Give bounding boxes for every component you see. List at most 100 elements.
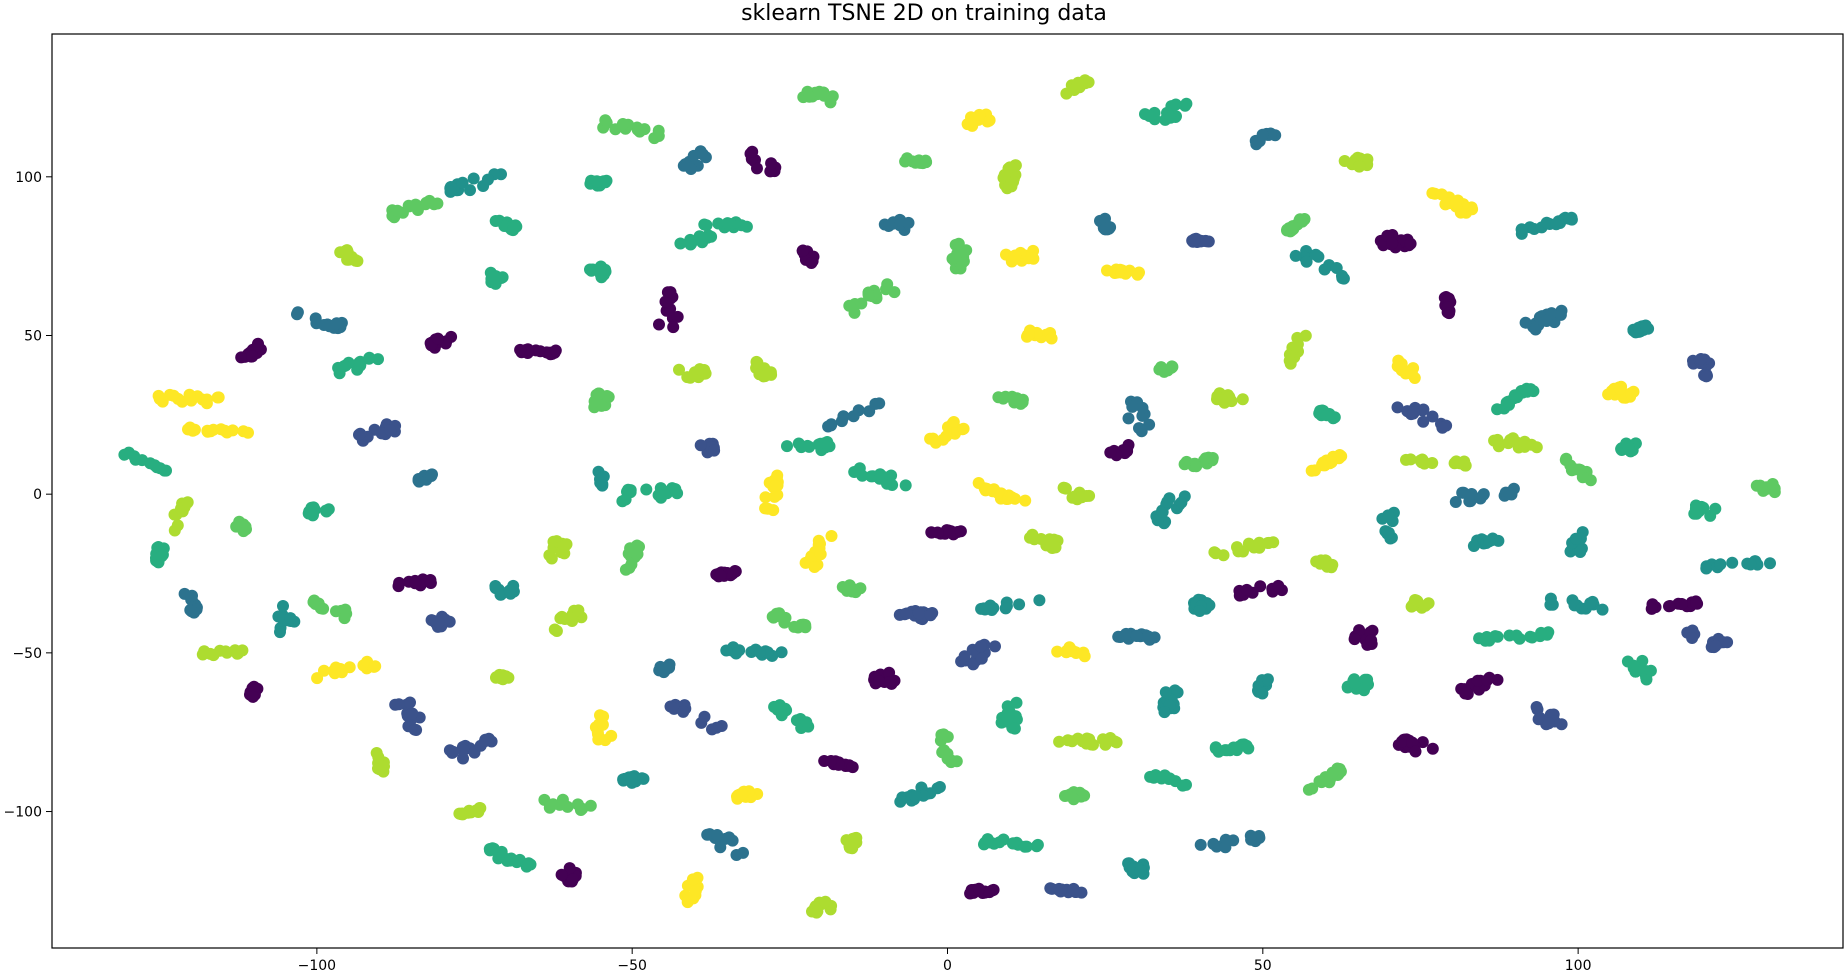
scatter-point bbox=[901, 152, 914, 165]
scatter-point bbox=[1515, 223, 1528, 236]
scatter-point bbox=[566, 873, 579, 886]
scatter-point bbox=[800, 716, 813, 729]
scatter-point bbox=[318, 664, 330, 677]
scatter-point bbox=[423, 194, 436, 207]
scatter-point bbox=[1406, 736, 1419, 749]
scatter-point bbox=[507, 224, 519, 237]
scatter-point bbox=[1764, 557, 1776, 570]
scatter-point bbox=[1636, 654, 1649, 667]
scatter-point bbox=[306, 509, 319, 521]
scatter-point bbox=[989, 640, 1001, 653]
scatter-point bbox=[679, 158, 692, 171]
scatter-point bbox=[1054, 885, 1067, 898]
scatter-point bbox=[846, 761, 859, 774]
scatter-point bbox=[545, 552, 558, 565]
scatter-point bbox=[1161, 495, 1174, 508]
scatter-point bbox=[1449, 496, 1462, 508]
scatter-point bbox=[1726, 556, 1739, 569]
scatter-point bbox=[1456, 486, 1469, 499]
scatter-point bbox=[559, 539, 572, 552]
scatter-point bbox=[1159, 686, 1172, 699]
scatter-point bbox=[1099, 222, 1112, 235]
scatter-point bbox=[909, 790, 922, 803]
scatter-point bbox=[951, 247, 964, 260]
scatter-point bbox=[633, 125, 646, 138]
scatter-point bbox=[393, 576, 406, 589]
scatter-point bbox=[986, 485, 999, 498]
scatter-point bbox=[1483, 535, 1496, 548]
scatter-point bbox=[1404, 237, 1417, 250]
scatter-point bbox=[772, 701, 785, 714]
scatter-point bbox=[1449, 198, 1462, 211]
scatter-point bbox=[1663, 600, 1675, 613]
scatter-point bbox=[625, 773, 638, 786]
scatter-point bbox=[624, 484, 637, 497]
scatter-point bbox=[625, 558, 638, 571]
scatter-point bbox=[493, 668, 506, 681]
scatter-point bbox=[1629, 665, 1642, 678]
scatter-point bbox=[1008, 722, 1021, 735]
scatter-point bbox=[840, 834, 853, 847]
scatter-point bbox=[706, 723, 718, 736]
scatter-point bbox=[1035, 533, 1048, 545]
scatter-point bbox=[307, 595, 320, 608]
scatter-point bbox=[881, 477, 893, 490]
scatter-point bbox=[1133, 422, 1145, 435]
scatter-point bbox=[1309, 248, 1322, 261]
scatter-point bbox=[425, 470, 438, 482]
scatter-point bbox=[168, 524, 181, 537]
scatter-point bbox=[1272, 579, 1285, 592]
scatter-point bbox=[781, 440, 793, 453]
scatter-point bbox=[201, 393, 213, 406]
scatter-point bbox=[207, 649, 220, 662]
scatter-point bbox=[689, 884, 702, 897]
scatter-point bbox=[788, 620, 801, 633]
scatter-point bbox=[821, 440, 834, 452]
scatter-point bbox=[819, 895, 832, 908]
scatter-point bbox=[481, 173, 494, 186]
scatter-point bbox=[1169, 98, 1182, 111]
x-tick-label: 100 bbox=[1565, 958, 1592, 974]
scatter-point bbox=[1700, 370, 1713, 383]
scatter-point bbox=[1530, 701, 1543, 713]
scatter-point bbox=[378, 760, 390, 773]
scatter-point bbox=[671, 310, 684, 323]
scatter-point bbox=[1526, 631, 1539, 644]
scatter-point bbox=[1236, 393, 1249, 406]
scatter-point bbox=[1348, 633, 1361, 646]
scatter-point bbox=[808, 561, 821, 573]
scatter-point bbox=[900, 607, 913, 620]
scatter-point bbox=[679, 889, 692, 902]
scatter-point bbox=[1180, 97, 1193, 110]
scatter-point bbox=[954, 525, 967, 538]
scatter-point bbox=[1130, 630, 1143, 642]
scatter-point bbox=[1511, 391, 1523, 404]
scatter-point bbox=[817, 86, 830, 99]
scatter-point bbox=[1365, 634, 1378, 647]
scatter-point bbox=[933, 781, 946, 793]
scatter-point bbox=[403, 200, 416, 213]
scatter-point bbox=[698, 218, 711, 231]
scatter-point bbox=[1248, 541, 1260, 554]
scatter-point bbox=[981, 833, 994, 846]
scatter-point bbox=[983, 114, 995, 127]
scatter-point bbox=[248, 680, 260, 693]
scatter-point bbox=[1326, 766, 1339, 779]
scatter-point bbox=[1417, 403, 1430, 416]
scatter-point bbox=[246, 350, 259, 363]
scatter-point bbox=[847, 410, 860, 423]
scatter-point bbox=[1001, 182, 1014, 195]
scatter-point bbox=[167, 389, 180, 402]
scatter-point bbox=[489, 215, 502, 227]
scatter-point bbox=[1348, 676, 1361, 689]
scatter-point bbox=[424, 577, 437, 589]
scatter-point bbox=[751, 162, 763, 175]
scatter-point bbox=[599, 734, 612, 747]
scatter-point bbox=[687, 149, 700, 162]
scatter-point bbox=[712, 217, 725, 230]
scatter-point bbox=[1644, 664, 1657, 677]
scatter-point bbox=[1254, 580, 1267, 593]
scatter-point bbox=[1194, 838, 1207, 851]
scatter-point bbox=[1209, 741, 1222, 754]
scatter-point bbox=[277, 600, 289, 612]
